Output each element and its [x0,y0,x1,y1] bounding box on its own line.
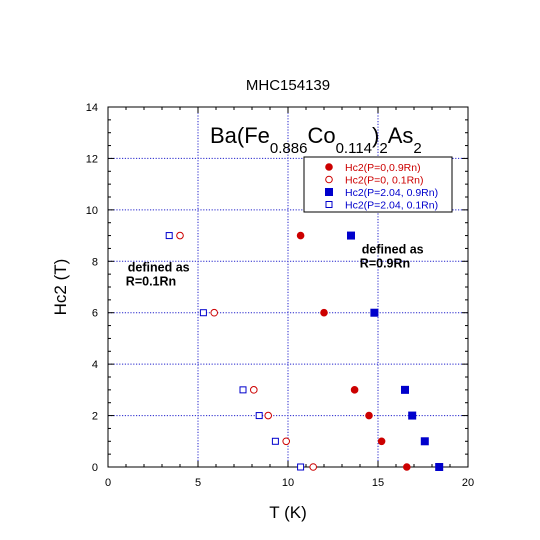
data-point-series-2 [309,463,318,471]
data-point-series-2 [250,386,258,394]
data-point-series-2 [282,437,291,446]
y-tick-label: 0 [92,462,98,474]
data-point-series-3 [420,437,429,446]
data-point-series-1 [403,463,411,471]
legend-label: Hc2(P=2.04, 0.9Rn) [345,187,438,199]
y-tick-label: 10 [86,205,98,217]
x-tick-label: 0 [105,477,111,489]
data-point-series-3 [347,231,355,240]
y-tick-label: 4 [92,359,98,371]
x-tick-labels: 0 5 10 15 20 [105,477,474,489]
y-tick-label: 12 [86,153,98,165]
formula-label: Ba(Fe0.886Co0.114)2As2 [210,123,422,157]
y-axis-title: Hc2 (T) [51,259,70,316]
data-point-series-4 [199,309,207,317]
data-point-series-3 [435,463,444,471]
legend-marker [325,188,333,196]
data-point-series-3 [401,385,409,394]
data-point-series-4 [255,412,263,420]
x-tick-label: 20 [462,477,474,489]
annotation-text: defined as R=0.1Rn [126,261,190,289]
x-axis-title: T (K) [269,503,306,522]
annotation-text: defined as R=0.9Rn [360,243,424,271]
data-point-series-1 [377,437,386,446]
legend-marker [325,201,333,208]
legend-label: Hc2(P=0, 0.1Rn) [345,174,424,186]
x-tick-label: 5 [195,477,201,489]
data-point-series-2 [264,411,273,420]
legend-marker [325,175,333,184]
data-point-series-3 [370,308,379,317]
x-tick-label: 10 [282,477,294,489]
data-point-series-2 [210,308,218,317]
legend-label: Hc2(P=0,0.9Rn) [345,162,421,174]
y-tick-label: 8 [92,256,98,268]
legend-marker [325,163,333,171]
data-point-series-2 [176,231,184,240]
legend-label: Hc2(P=2.04, 0.1Rn) [345,199,438,211]
chart-title: MHC154139 [246,77,330,94]
data-point-series-4 [165,232,173,240]
y-tick-labels: 0 2 4 6 8 10 12 14 [86,102,98,474]
plot-frame [107,106,469,468]
data-point-series-1 [320,308,328,317]
data-point-series-4 [239,386,247,394]
data-point-series-1 [365,411,373,420]
data-point-series-1 [296,231,305,240]
data-point-series-4 [271,437,279,445]
y-tick-label: 2 [92,411,98,423]
y-tick-label: 6 [92,308,98,320]
annotations: defined as R=0.1Rn defined as R=0.9Rn [126,243,424,289]
data-point-series-3 [408,411,417,420]
data-points [165,231,444,471]
data-point-series-1 [350,386,359,394]
legend: Hc2(P=0,0.9Rn)Hc2(P=0, 0.1Rn)Hc2(P=2.04,… [303,156,453,213]
x-tick-label: 15 [372,477,384,489]
data-point-series-4 [297,463,305,471]
y-tick-label: 14 [86,102,98,114]
